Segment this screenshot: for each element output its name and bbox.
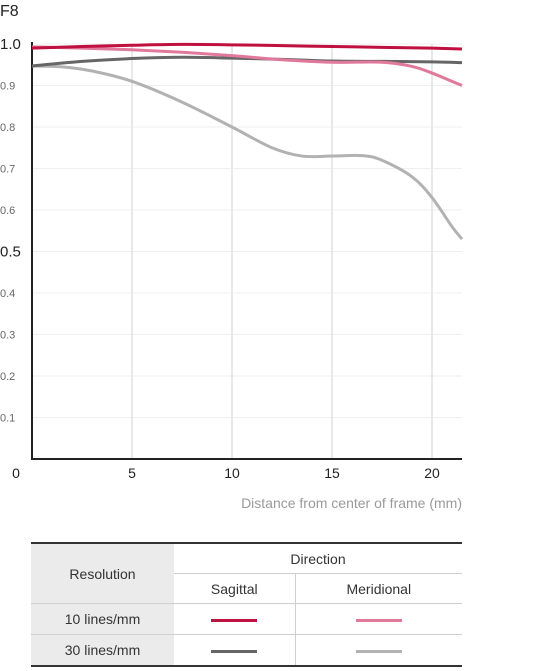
y-tick-label: 0.7 <box>0 164 15 176</box>
grid-lines <box>32 43 462 459</box>
axes <box>31 42 462 460</box>
x-tick-label: 20 <box>424 465 440 481</box>
sagittal-10-swatch <box>211 618 258 622</box>
meridional-header: Meridional <box>295 573 462 604</box>
x-tick-label: 5 <box>128 465 136 481</box>
legend-table: Resolution Direction Sagittal Meridional… <box>31 542 462 667</box>
legend-row-10: 10 lines/mm <box>31 603 462 635</box>
y-tick-label: 0.5 <box>0 244 21 261</box>
legend-row-30: 30 lines/mm <box>31 634 462 667</box>
series-lines <box>31 42 464 241</box>
direction-header: Direction <box>174 542 462 574</box>
chart-title: F8 <box>0 3 19 20</box>
x-axis-label: Distance from center of frame (mm) <box>241 495 462 511</box>
mtf-chart: F8 0.1 0.2 0.3 0.4 0.5 0.6 0.7 0.8 0.9 1.0 0 5 10 15 2… <box>0 3 464 511</box>
x-tick-label: 15 <box>324 465 340 481</box>
y-tick-label: 0.4 <box>0 288 15 300</box>
meridional-swatch-cell <box>295 634 462 667</box>
meridional-swatch-cell <box>295 603 462 635</box>
y-tick-label: 0.2 <box>0 371 15 383</box>
series-line-m30 <box>31 64 464 241</box>
sagittal-swatch-cell <box>174 603 296 635</box>
resolution-header: Resolution <box>31 542 174 604</box>
series-line-s10 <box>31 42 463 51</box>
x-tick-label: 10 <box>224 465 240 481</box>
tick-labels: 0.1 0.2 0.3 0.4 0.5 0.6 0.7 0.8 0.9 1.0 0 5 10 15 20 <box>0 36 440 481</box>
sagittal-30-swatch <box>211 649 258 653</box>
meridional-10-swatch <box>355 618 402 622</box>
sagittal-swatch-cell <box>174 634 296 667</box>
series-line-m10 <box>31 45 463 87</box>
y-tick-label: 1.0 <box>0 36 21 53</box>
row-label: 10 lines/mm <box>31 603 174 635</box>
y-tick-label: 0.8 <box>0 122 15 134</box>
y-tick-label: 0.6 <box>0 205 15 217</box>
meridional-30-swatch <box>355 649 402 653</box>
y-tick-label: 0.1 <box>0 413 15 425</box>
row-label: 30 lines/mm <box>31 634 174 667</box>
sagittal-header: Sagittal <box>174 573 296 604</box>
y-tick-label: 0.3 <box>0 330 15 342</box>
y-tick-label: 0.9 <box>0 81 15 93</box>
x-tick-label: 0 <box>12 465 20 481</box>
